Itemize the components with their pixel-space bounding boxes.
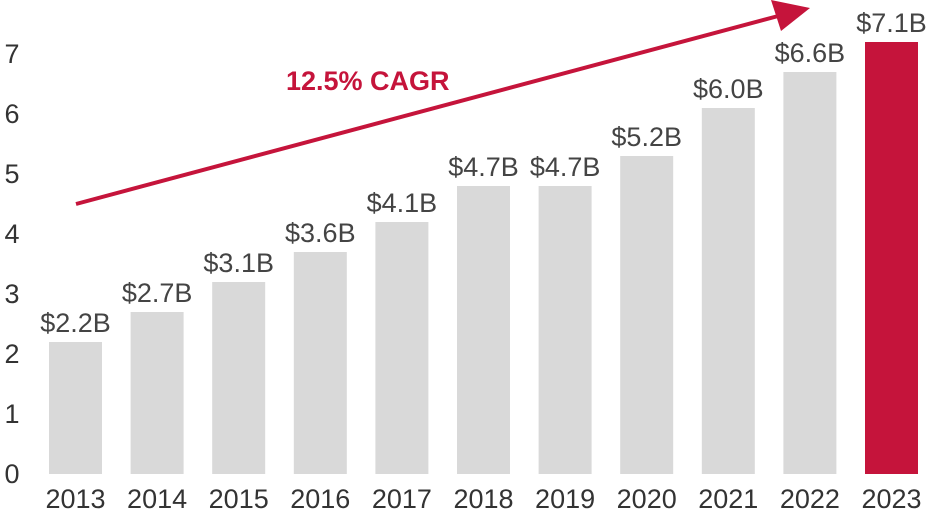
y-tick-label-0: 0 <box>4 459 19 489</box>
value-label-2013: $2.2B <box>40 308 111 338</box>
y-tick-label-3: 3 <box>4 279 19 309</box>
cagr-arrow-head <box>771 0 810 31</box>
y-tick-label-4: 4 <box>4 219 19 249</box>
value-label-2022: $6.6B <box>775 38 846 68</box>
bar-2014 <box>130 312 184 474</box>
cagr-arrow-line <box>75 13 783 206</box>
bar-2016 <box>293 252 347 474</box>
x-tick-label-2017: 2017 <box>372 484 432 514</box>
value-label-2017: $4.1B <box>367 188 438 218</box>
bar-2022 <box>783 72 837 474</box>
cagr-annotation: 12.5% CAGR <box>75 0 810 206</box>
x-tick-label-2020: 2020 <box>617 484 677 514</box>
y-tick-label-2: 2 <box>4 339 19 369</box>
x-tick-label-2015: 2015 <box>209 484 269 514</box>
x-tick-label-2016: 2016 <box>290 484 350 514</box>
x-tick-label-2019: 2019 <box>535 484 595 514</box>
value-label-2015: $3.1B <box>203 248 274 278</box>
value-label-2023: $7.1B <box>856 8 927 38</box>
value-labels: $2.2B $2.7B $3.1B $3.6B $4.1B $4.7B $4.7B $5.2B… <box>40 8 927 338</box>
y-tick-label-5: 5 <box>4 159 19 189</box>
x-axis: 2013 2014 2015 2016 2017 2018 2019 2020 2021 2022… <box>45 484 921 514</box>
value-label-2018: $4.7B <box>448 152 519 182</box>
bars <box>49 42 918 474</box>
y-axis: 0 1 2 3 4 5 6 7 <box>4 39 19 489</box>
bar-2019 <box>538 186 592 474</box>
bar-2023 <box>865 42 918 474</box>
x-tick-label-2018: 2018 <box>453 484 513 514</box>
y-tick-label-6: 6 <box>4 99 19 129</box>
value-label-2016: $3.6B <box>285 218 356 248</box>
y-tick-label-7: 7 <box>4 39 19 69</box>
bar-2015 <box>212 282 266 474</box>
x-tick-label-2022: 2022 <box>780 484 840 514</box>
x-tick-label-2023: 2023 <box>861 484 921 514</box>
value-label-2021: $6.0B <box>693 74 764 104</box>
x-tick-label-2013: 2013 <box>45 484 105 514</box>
cagr-label: 12.5% CAGR <box>286 66 450 96</box>
value-label-2020: $5.2B <box>611 122 682 152</box>
y-tick-label-1: 1 <box>4 399 19 429</box>
value-label-2014: $2.7B <box>122 278 193 308</box>
x-tick-label-2021: 2021 <box>698 484 758 514</box>
value-label-2019: $4.7B <box>530 152 601 182</box>
bar-2020 <box>620 156 674 474</box>
bar-2017 <box>375 222 429 474</box>
bar-2013 <box>49 342 102 474</box>
bar-2021 <box>701 108 755 474</box>
bar-2018 <box>457 186 510 474</box>
x-tick-label-2014: 2014 <box>127 484 187 514</box>
